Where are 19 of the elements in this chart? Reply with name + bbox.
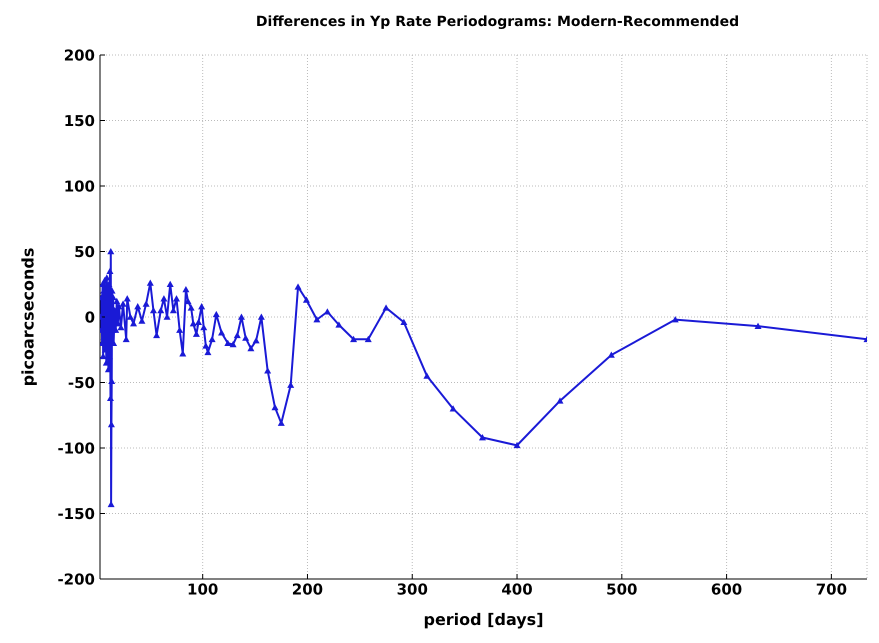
y-tick-label: -50	[68, 374, 95, 392]
x-axis-title: period [days]	[423, 610, 544, 629]
chart-title: Differences in Yp Rate Periodograms: Modern-Recommended	[254, 14, 740, 30]
x-tick-label: 500	[606, 580, 638, 599]
y-axis-title: picoarcseconds	[18, 248, 38, 386]
x-tick-label: 700	[816, 580, 848, 599]
x-tick-label: 100	[187, 580, 218, 599]
y-tick-label: 0	[84, 308, 95, 326]
y-tick-label: 150	[64, 112, 95, 130]
x-tick-label: 300	[396, 580, 428, 599]
y-tick-label: -200	[57, 570, 95, 588]
y-tick-label: 200	[64, 46, 95, 64]
y-tick-label: -150	[57, 504, 95, 523]
x-tick-label: 200	[292, 580, 324, 599]
y-tick-label: -100	[57, 439, 95, 458]
x-tick-label: 400	[501, 580, 533, 599]
y-tick-label: 100	[64, 177, 95, 196]
x-tick-label: 600	[710, 580, 742, 599]
y-tick-label: 50	[74, 242, 95, 261]
